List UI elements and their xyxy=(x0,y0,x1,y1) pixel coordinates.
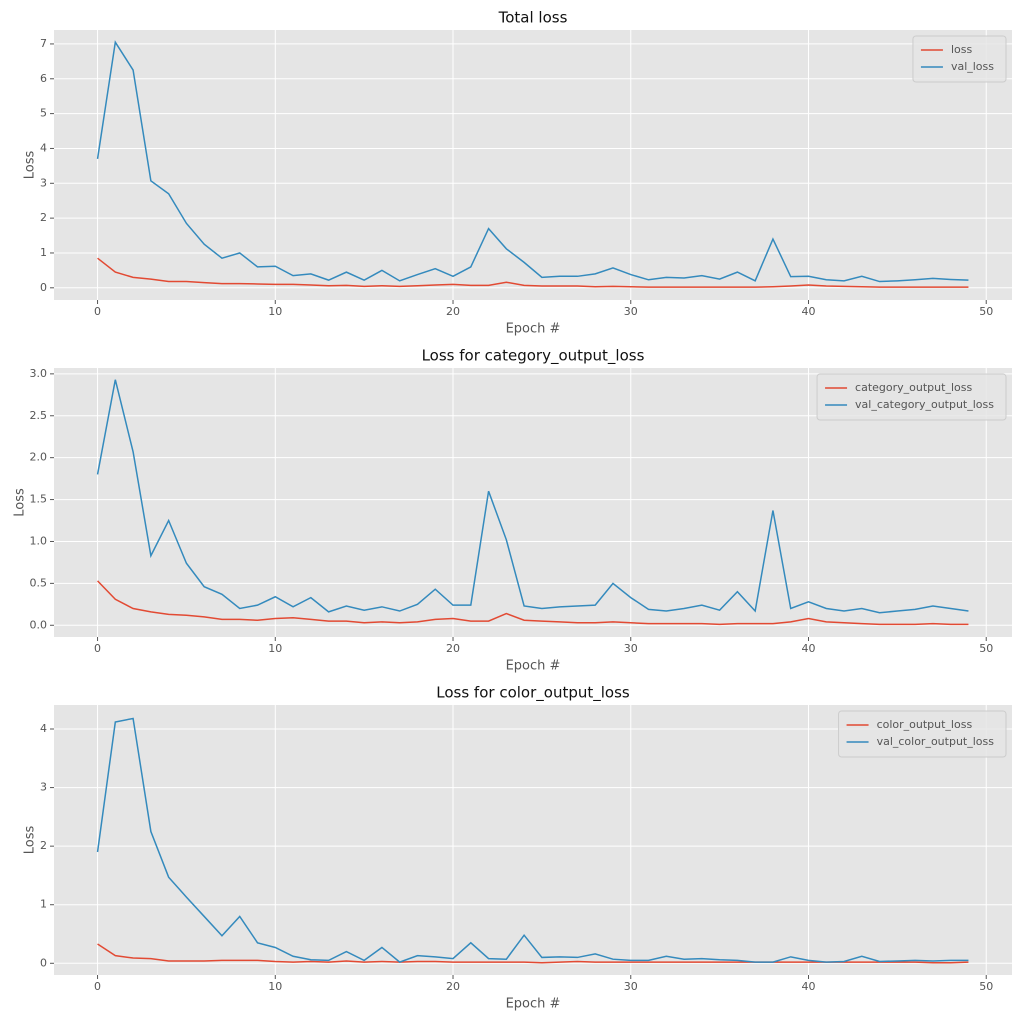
y-tick-label: 4 xyxy=(40,722,47,735)
x-tick-label: 50 xyxy=(979,305,993,318)
legend-label: color_output_loss xyxy=(877,718,973,731)
x-tick-label: 20 xyxy=(446,305,460,318)
x-axis-label: Epoch # xyxy=(506,997,561,1012)
line-series xyxy=(96,40,969,283)
y-tick-label: 3.0 xyxy=(30,367,48,380)
line-series xyxy=(96,379,969,614)
x-tick-label: 10 xyxy=(268,980,282,993)
x-tick-label: 0 xyxy=(94,980,101,993)
x-tick-label: 10 xyxy=(268,305,282,318)
line-series xyxy=(96,717,969,963)
y-tick-label: 4 xyxy=(40,141,47,154)
y-axis-label: Loss xyxy=(23,151,38,180)
y-tick-label: 1 xyxy=(40,898,47,911)
legend-label: loss xyxy=(951,43,973,56)
y-tick-label: 1.5 xyxy=(30,493,48,506)
y-tick-label: 0.5 xyxy=(30,576,48,589)
legend-box xyxy=(816,373,1007,421)
y-tick-label: 0 xyxy=(40,956,47,969)
y-tick-label: 2.5 xyxy=(30,409,48,422)
legend-label: val_category_output_loss xyxy=(855,398,994,411)
y-tick-label: 0 xyxy=(40,281,47,294)
line-series xyxy=(97,580,969,626)
x-tick-label: 40 xyxy=(801,980,815,993)
y-tick-label: 1 xyxy=(40,246,47,259)
legend-label: val_loss xyxy=(951,60,994,73)
y-tick-label: 6 xyxy=(40,72,47,85)
legend: loss val_loss xyxy=(912,35,1007,83)
line-series xyxy=(97,257,969,288)
chart-title: Loss for category_output_loss xyxy=(422,347,645,366)
x-tick-label: 50 xyxy=(979,642,993,655)
x-tick-label: 50 xyxy=(979,980,993,993)
x-axis-label: Epoch # xyxy=(506,659,561,674)
x-tick-label: 0 xyxy=(94,642,101,655)
plot-area xyxy=(54,30,1012,300)
x-tick-label: 30 xyxy=(624,642,638,655)
x-axis-label: Epoch # xyxy=(506,322,561,337)
x-tick-label: 30 xyxy=(624,980,638,993)
y-axis-label: Loss xyxy=(23,826,38,855)
y-tick-label: 7 xyxy=(40,37,47,50)
y-tick-label: 3 xyxy=(40,176,47,189)
y-tick-label: 3 xyxy=(40,781,47,794)
legend: color_output_loss val_color_output_loss xyxy=(838,710,1007,758)
y-tick-label: 0.0 xyxy=(30,618,48,631)
chart-title: Total loss xyxy=(498,9,568,27)
y-axis-label: Loss xyxy=(13,488,28,517)
x-tick-label: 20 xyxy=(446,642,460,655)
chart-title: Loss for color_output_loss xyxy=(436,684,630,703)
x-tick-label: 10 xyxy=(268,642,282,655)
x-tick-label: 40 xyxy=(801,642,815,655)
x-tick-label: 0 xyxy=(94,305,101,318)
legend: category_output_loss val_category_output_… xyxy=(816,373,1007,421)
y-tick-label: 2 xyxy=(40,839,47,852)
x-tick-label: 20 xyxy=(446,980,460,993)
x-tick-label: 40 xyxy=(801,305,815,318)
legend-label: category_output_loss xyxy=(855,381,972,394)
y-tick-label: 5 xyxy=(40,107,47,120)
x-tick-label: 30 xyxy=(624,305,638,318)
y-tick-label: 2.0 xyxy=(30,451,48,464)
legend-box xyxy=(838,710,1007,758)
y-tick-label: 1.0 xyxy=(30,534,48,547)
legend-box xyxy=(912,35,1007,83)
y-tick-label: 2 xyxy=(40,211,47,224)
legend-label: val_color_output_loss xyxy=(877,735,995,748)
